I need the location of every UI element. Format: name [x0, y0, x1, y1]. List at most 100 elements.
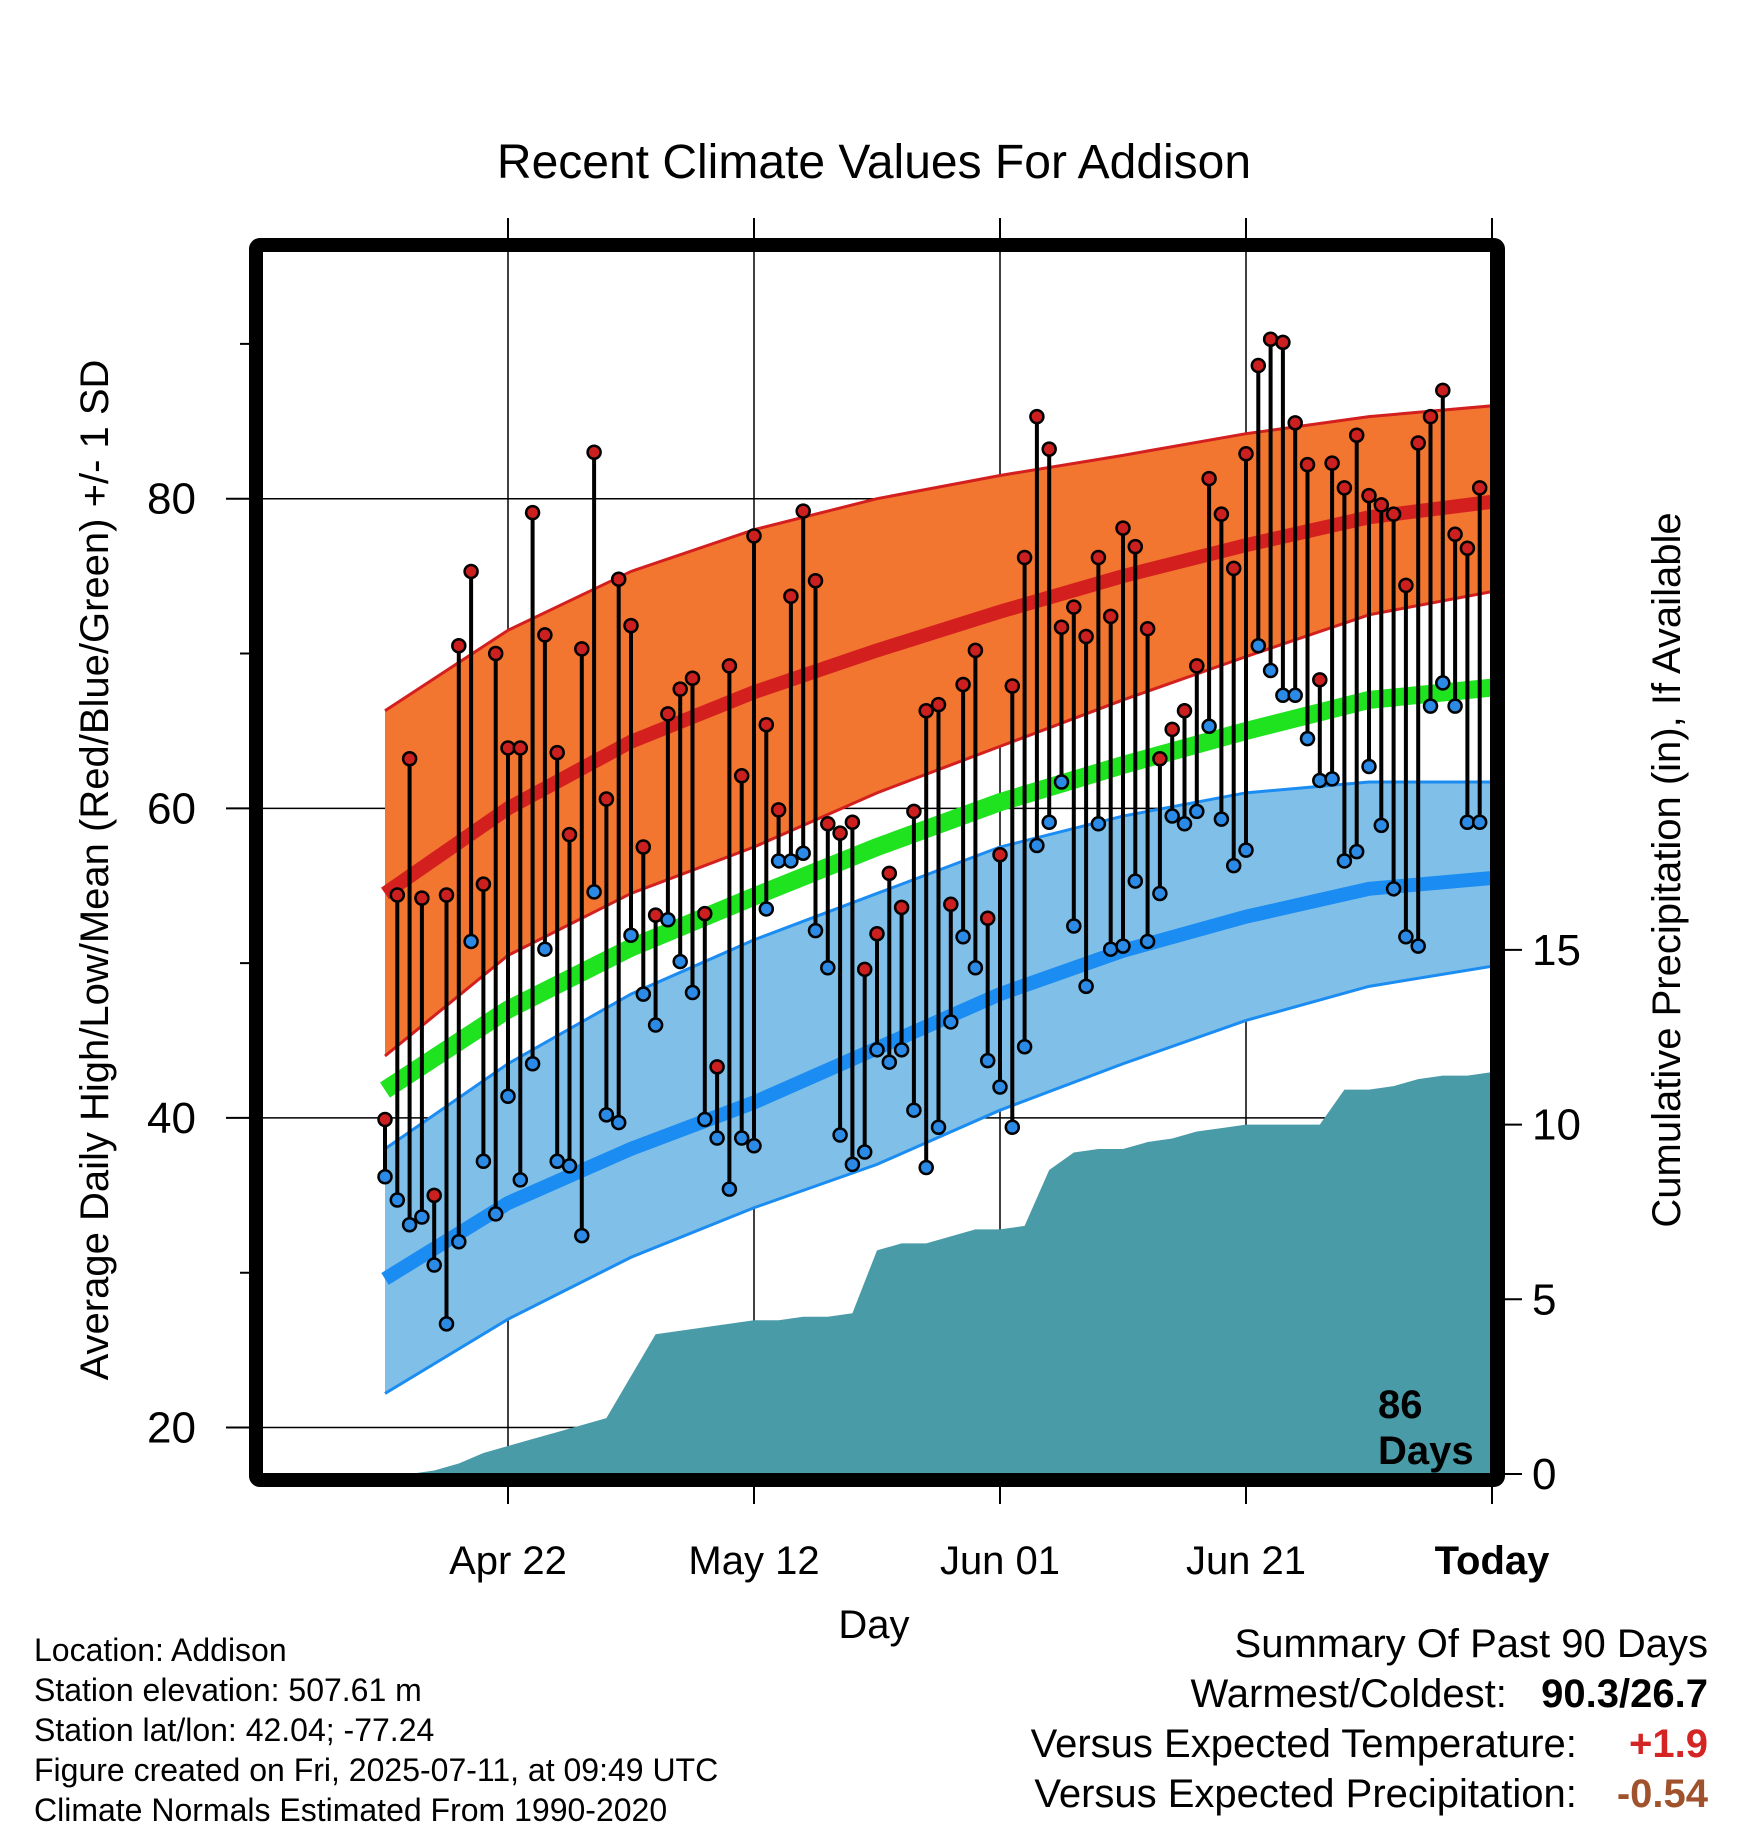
obs-low-point — [1225, 857, 1242, 874]
obs-low-point — [463, 933, 479, 950]
summary-heading: Summary Of Past 90 Days — [1234, 1622, 1708, 1666]
obs-low-point — [647, 1017, 664, 1033]
obs-high-point — [1287, 415, 1303, 431]
obs-high-point — [906, 803, 922, 820]
obs-low-point — [524, 1056, 541, 1072]
obs-high-point — [537, 627, 553, 643]
normal-mean-line — [380, 678, 1492, 1098]
obs-high-point — [1066, 599, 1082, 615]
y2-tick-label: 15 — [1532, 926, 1581, 975]
obs-low-point — [623, 927, 639, 944]
obs-low-point — [1447, 698, 1463, 714]
obs-low-point — [844, 1156, 861, 1173]
obs-low-point — [537, 941, 553, 957]
obs-low-point — [992, 1079, 1008, 1095]
obs-low-point — [1213, 811, 1230, 827]
obs-high-point — [1410, 435, 1426, 451]
obs-low-point — [967, 960, 984, 976]
obs-low-point — [1004, 1119, 1021, 1135]
obs-high-point — [1053, 619, 1070, 635]
obs-high-point — [1262, 331, 1279, 347]
obs-high-point — [672, 681, 688, 697]
obs-low-point — [709, 1130, 725, 1146]
obs-low-point — [1176, 816, 1193, 832]
obs-low-point — [955, 929, 971, 945]
obs-high-point — [1102, 608, 1119, 625]
obs-high-point — [758, 716, 775, 733]
x-axis-label: Day — [838, 1603, 909, 1647]
obs-low-point — [672, 953, 688, 970]
obs-low-point — [1373, 817, 1390, 834]
obs-high-point — [1398, 577, 1414, 594]
obs-high-point — [1152, 751, 1168, 767]
obs-low-point — [426, 1257, 442, 1273]
obs-high-point — [1041, 441, 1057, 457]
obs-low-point — [930, 1119, 947, 1135]
obs-high-point — [955, 676, 971, 693]
obs-high-point — [1422, 408, 1439, 425]
obs-high-point — [721, 658, 738, 674]
x-tick-label: Jun 21 — [1186, 1539, 1306, 1583]
obs-high-point — [1373, 497, 1390, 513]
obs-low-point — [1164, 808, 1180, 824]
obs-low-point — [1312, 772, 1328, 789]
obs-high-point — [549, 744, 565, 761]
obs-high-point — [979, 910, 996, 926]
obs-high-point — [438, 887, 455, 903]
obs-low-point — [487, 1206, 504, 1222]
obs-high-point — [1471, 480, 1488, 496]
high-upper-edge — [384, 404, 1492, 713]
obs-high-point — [377, 1111, 393, 1128]
footer-normals: Climate Normals Estimated From 1990-2020 — [34, 1792, 668, 1828]
obs-high-point — [414, 890, 430, 906]
obs-low-point — [1102, 941, 1119, 957]
obs-low-point — [697, 1111, 713, 1128]
obs-high-point — [463, 563, 479, 580]
y2-axis-label: Cumulative Precipitation (in), If Availa… — [1645, 512, 1689, 1227]
obs-low-point — [684, 984, 701, 1001]
obs-low-point — [1471, 814, 1488, 830]
obs-high-point — [1127, 538, 1144, 555]
obs-low-point — [574, 1227, 590, 1244]
obs-high-point — [832, 825, 848, 841]
obs-low-point — [820, 960, 836, 976]
obs-high-point — [1139, 620, 1156, 637]
summary-warm-cold-label: Warmest/Coldest: — [1190, 1672, 1507, 1716]
obs-high-point — [992, 847, 1008, 863]
obs-low-point — [758, 901, 775, 917]
obs-high-point — [1348, 427, 1365, 443]
y2-tick-label: 0 — [1532, 1450, 1556, 1499]
obs-high-point — [1459, 540, 1476, 556]
obs-low-point — [1250, 638, 1267, 654]
obs-high-point — [1435, 382, 1451, 399]
high-lower-edge — [384, 590, 1492, 1058]
obs-high-point — [869, 925, 885, 942]
obs-low-point — [1435, 675, 1451, 691]
obs-low-point — [586, 884, 602, 900]
obs-high-point — [1250, 357, 1267, 374]
obs-high-point — [574, 641, 590, 657]
summary-temp-value: +1.9 — [1629, 1722, 1708, 1766]
obs-high-point — [647, 907, 664, 923]
obs-high-point — [389, 887, 406, 903]
obs-high-point — [844, 814, 861, 830]
precip-area — [385, 1072, 1492, 1474]
footer-location: Location: Addison — [34, 1632, 287, 1668]
obs-low-point — [918, 1159, 934, 1176]
obs-high-point — [807, 572, 824, 589]
obs-high-point — [1299, 456, 1316, 473]
obs-high-point — [1385, 506, 1402, 522]
obs-high-point — [783, 588, 799, 604]
obs-high-point — [1189, 658, 1205, 674]
obs-high-point — [893, 899, 910, 916]
obs-high-point — [1029, 408, 1045, 425]
low-lower-edge — [384, 964, 1492, 1395]
obs-high-point — [1176, 703, 1193, 719]
x-tick-label: Apr 22 — [449, 1539, 567, 1583]
obs-low-point — [733, 1130, 750, 1146]
obs-low-point — [1262, 662, 1279, 679]
obs-low-point — [1016, 1038, 1033, 1055]
obs-low-point — [660, 912, 676, 928]
obs-low-point — [807, 922, 824, 939]
obs-high-point — [1275, 334, 1291, 351]
